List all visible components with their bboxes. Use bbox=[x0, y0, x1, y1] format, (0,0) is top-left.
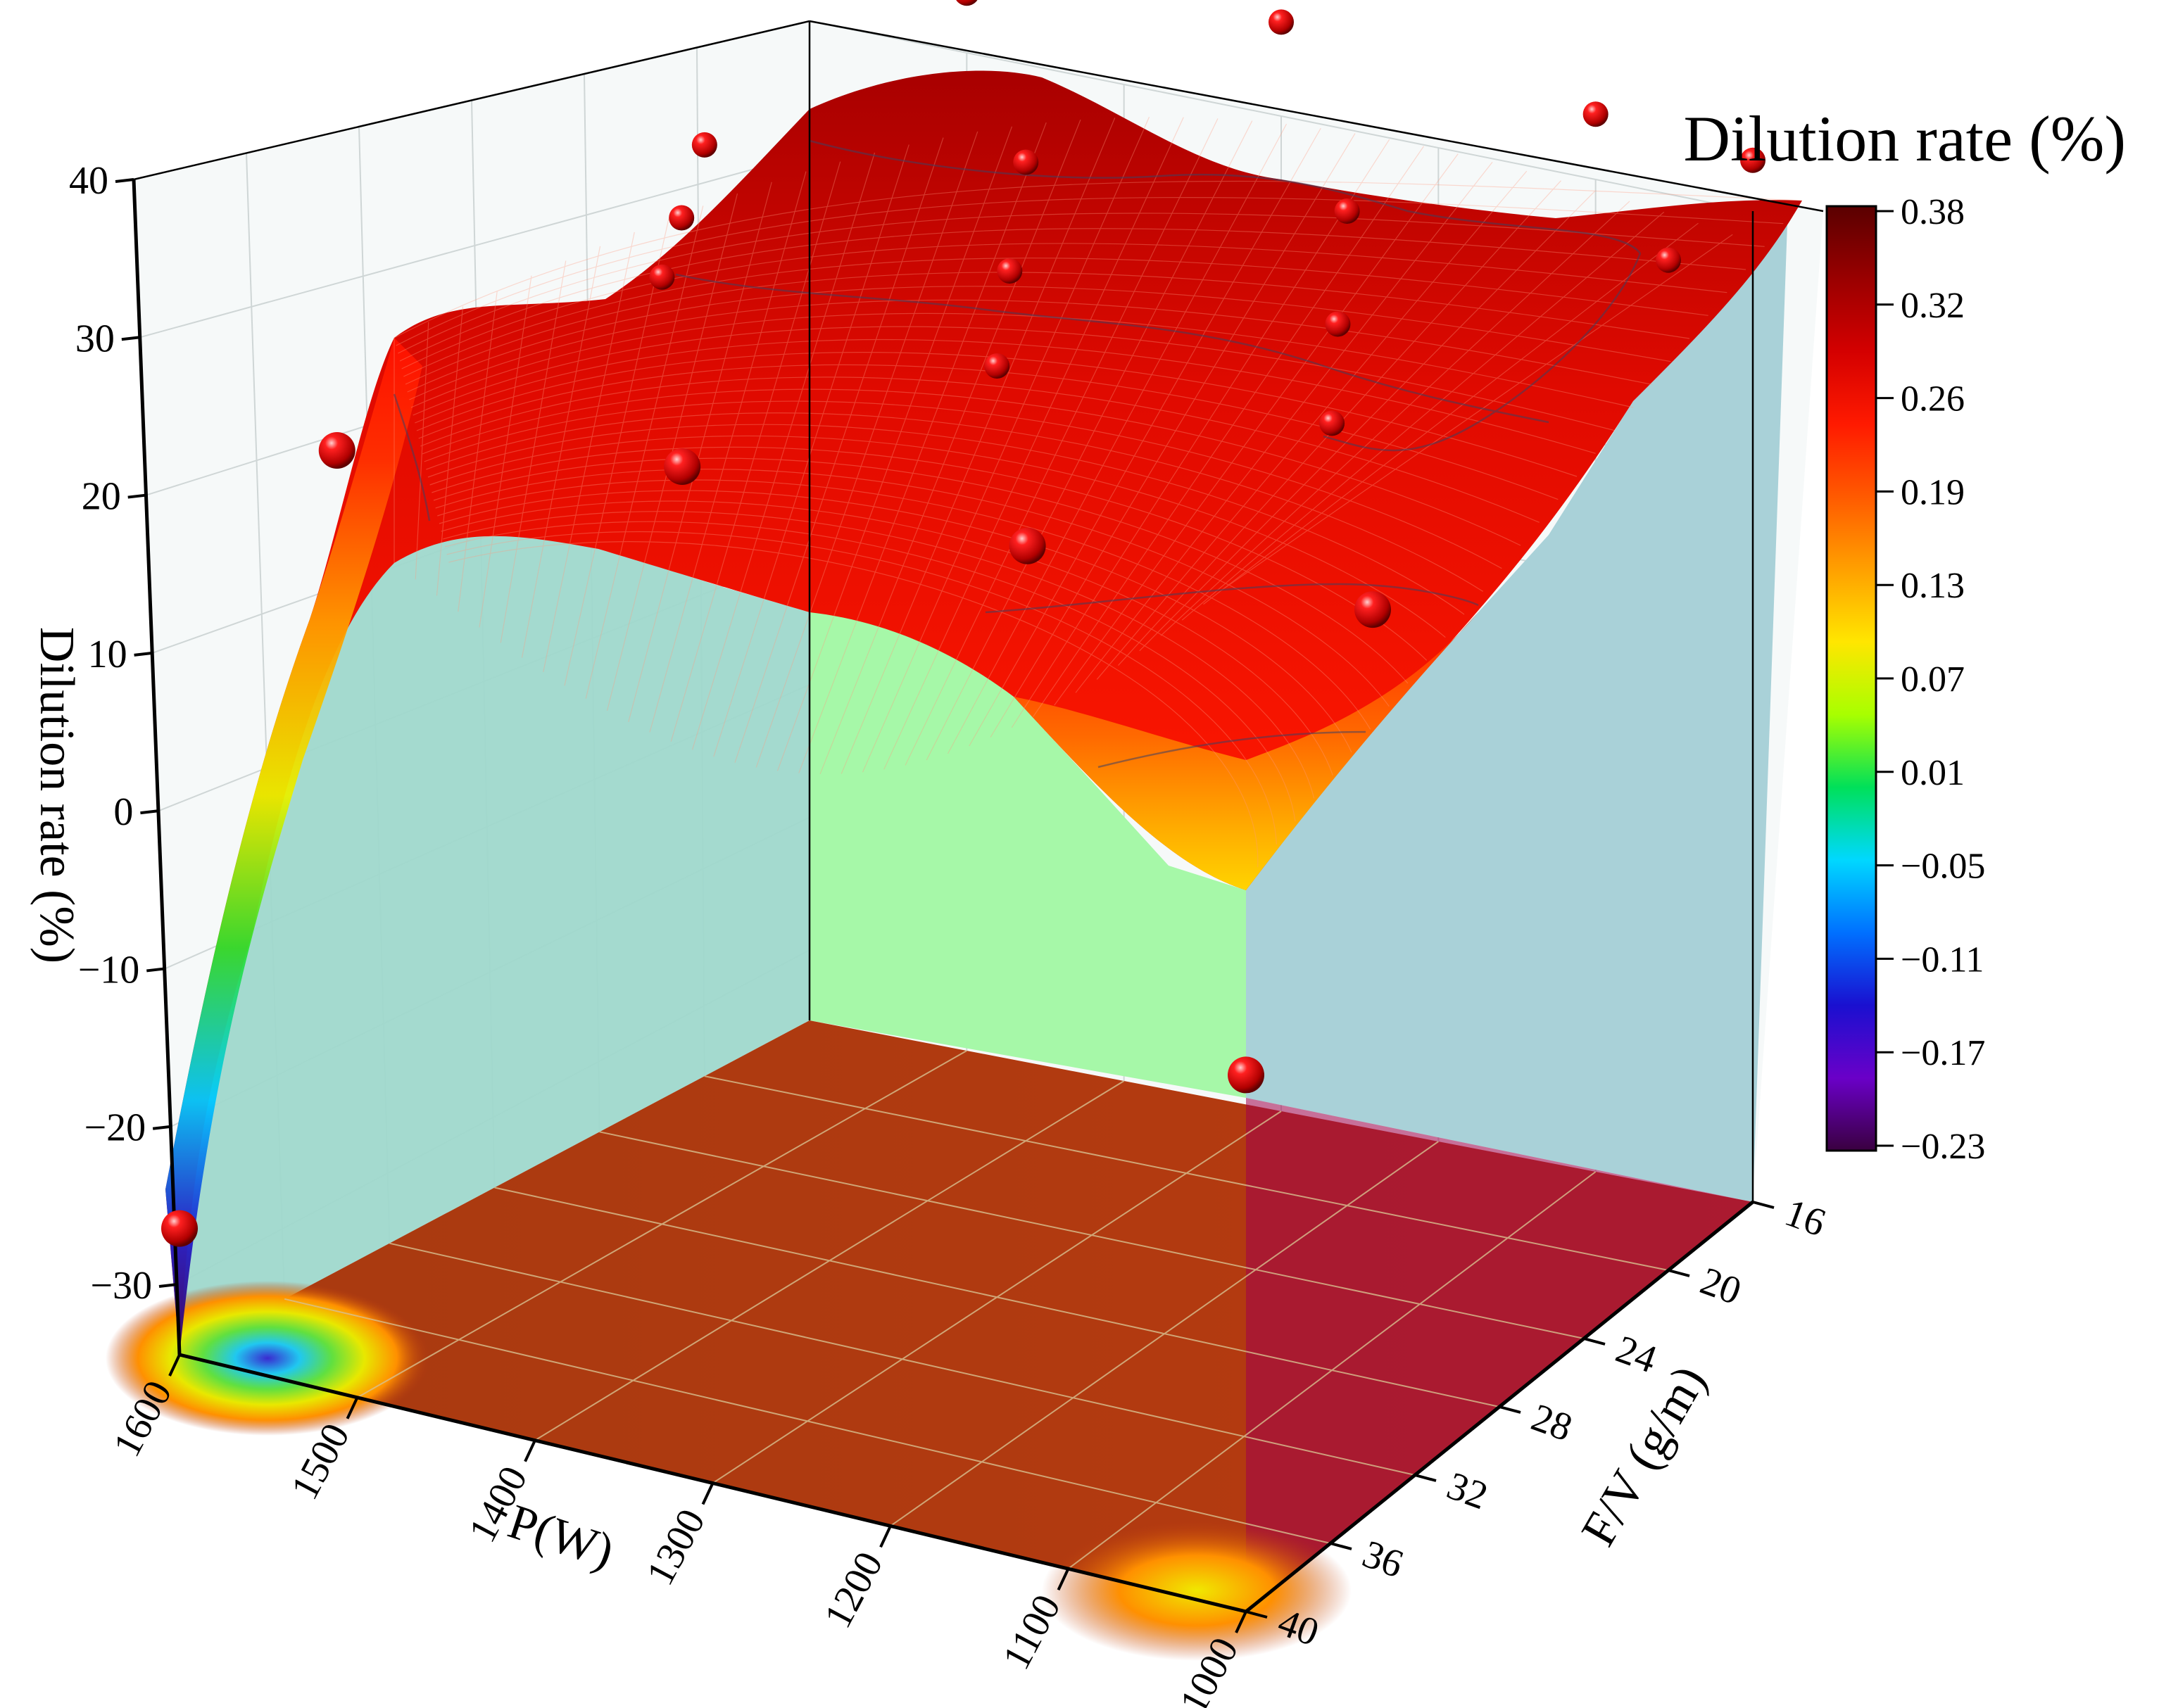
data-point bbox=[997, 258, 1023, 284]
y-axis-title: F/V (g/m) bbox=[1571, 1357, 1717, 1555]
data-point bbox=[161, 1210, 198, 1247]
x-tick-label: 1200 bbox=[816, 1545, 891, 1635]
z-tick-label: 20 bbox=[82, 475, 121, 519]
colorbar-gradient bbox=[1825, 205, 1877, 1152]
x-axis-title: P(W) bbox=[502, 1495, 620, 1579]
y-tick-mark bbox=[1583, 1337, 1606, 1346]
z-tick-mark bbox=[140, 809, 159, 815]
data-point bbox=[691, 132, 717, 158]
data-point bbox=[664, 448, 701, 485]
x-tick-mark bbox=[1235, 1611, 1247, 1633]
colorbar-tick-label: 0.01 bbox=[1901, 753, 1965, 793]
y-tick-label: 20 bbox=[1695, 1259, 1747, 1313]
z-axis-line bbox=[132, 179, 182, 1355]
contour-line-top bbox=[809, 139, 1641, 254]
data-point bbox=[1740, 147, 1765, 173]
z-tick-label: −20 bbox=[84, 1106, 146, 1150]
data-point bbox=[1582, 101, 1609, 127]
top-back-edge bbox=[133, 20, 810, 181]
contour-line-left bbox=[393, 393, 431, 521]
y-tick-mark bbox=[1330, 1542, 1352, 1550]
floor-hotspot-right bbox=[1042, 1520, 1352, 1661]
data-point bbox=[1013, 149, 1039, 175]
z-axis-title: Dilution rate (%) bbox=[30, 627, 84, 963]
data-point bbox=[1319, 410, 1345, 436]
data-point bbox=[956, 0, 978, 6]
data-point bbox=[1325, 311, 1351, 337]
y-tick-label: 24 bbox=[1611, 1327, 1663, 1381]
side-wall-center bbox=[810, 612, 1246, 1098]
side-wall-left bbox=[165, 524, 810, 1355]
x-tick-mark bbox=[879, 1525, 892, 1548]
colorbar-tick-label: 0.32 bbox=[1901, 286, 1965, 326]
z-tick-mark bbox=[127, 493, 146, 499]
y-tick-label: 36 bbox=[1357, 1532, 1409, 1586]
contour-line-mid bbox=[675, 273, 1549, 424]
contour-line-right bbox=[1323, 253, 1642, 452]
z-tick-label: −30 bbox=[90, 1264, 152, 1308]
colorbar-tick-label: 0.38 bbox=[1901, 192, 1965, 232]
colorbar-tick-label: 0.13 bbox=[1901, 566, 1965, 606]
y-tick-label: 16 bbox=[1780, 1191, 1832, 1245]
x-tick-mark bbox=[1057, 1568, 1070, 1591]
colorbar-tick-label: 0.26 bbox=[1901, 379, 1965, 419]
surface-contours bbox=[393, 139, 1642, 768]
response-surface bbox=[165, 70, 1802, 1355]
y-tick-mark bbox=[1499, 1405, 1521, 1414]
colorbar-ticks: 0.38 0.32 0.26 0.19 0.13 0.07 0.01 −0.05 −0.11 −0… bbox=[1876, 192, 1985, 1167]
y-tick-mark bbox=[1245, 1610, 1268, 1619]
z-tick-label: 40 bbox=[69, 159, 108, 203]
data-point bbox=[1269, 9, 1294, 35]
data-point bbox=[984, 353, 1010, 379]
z-tick-label: −10 bbox=[78, 948, 140, 992]
floor-right-tint bbox=[1246, 1098, 1753, 1612]
x-tick-label: 1300 bbox=[638, 1502, 714, 1592]
data-point bbox=[1354, 591, 1391, 628]
contour-line-dip bbox=[1097, 730, 1366, 768]
side-wall-right bbox=[1246, 204, 1788, 1202]
data-point bbox=[1656, 247, 1681, 273]
colorbar-tick-label: 0.07 bbox=[1901, 659, 1965, 700]
z-axis-ticks: 40 30 20 10 0 −10 −20 −30 bbox=[69, 159, 178, 1308]
z-tick-mark bbox=[158, 1283, 178, 1288]
z-tick-label: 0 bbox=[113, 790, 133, 834]
y-tick-mark bbox=[1752, 1201, 1775, 1209]
colorbar-tick-label: −0.05 bbox=[1901, 847, 1985, 887]
legend-title: Dilution rate (%) bbox=[1684, 103, 2126, 175]
surface-front-dip bbox=[1014, 612, 1478, 890]
surface-left-edge bbox=[165, 338, 422, 1355]
x-tick-mark bbox=[168, 1354, 181, 1377]
contour-line-low bbox=[985, 583, 1479, 614]
data-point bbox=[1009, 527, 1046, 564]
data-point bbox=[1228, 1056, 1264, 1094]
data-point bbox=[1334, 198, 1360, 224]
z-tick-mark bbox=[121, 336, 141, 341]
floor-gridlines bbox=[284, 1050, 1669, 1569]
z-tick-mark bbox=[134, 651, 153, 657]
x-tick-mark bbox=[346, 1396, 359, 1419]
z-tick-mark bbox=[115, 178, 134, 183]
y-tick-mark bbox=[1414, 1474, 1437, 1482]
data-point bbox=[669, 205, 695, 231]
y-tick-label: 28 bbox=[1526, 1396, 1578, 1450]
y-tick-label: 32 bbox=[1442, 1464, 1494, 1518]
z-tick-label: 10 bbox=[88, 633, 127, 676]
surface-mesh bbox=[394, 117, 1803, 868]
top-right-edge bbox=[809, 20, 1824, 213]
data-point bbox=[318, 431, 355, 469]
colorbar-tick-label: −0.11 bbox=[1901, 940, 1984, 980]
colorbar-tick-label: 0.19 bbox=[1901, 472, 1965, 512]
data-point bbox=[649, 264, 675, 290]
colorbar-tick-label: −0.23 bbox=[1901, 1127, 1985, 1167]
z-tick-mark bbox=[146, 967, 165, 973]
z-tick-label: 30 bbox=[75, 317, 115, 360]
data-points bbox=[161, 0, 1765, 1247]
x-tick-mark bbox=[524, 1439, 536, 1462]
z-tick-mark bbox=[152, 1125, 172, 1130]
colorbar-tick-label: −0.17 bbox=[1901, 1033, 1985, 1073]
y-tick-mark bbox=[1668, 1269, 1690, 1277]
x-tick-mark bbox=[701, 1482, 715, 1505]
